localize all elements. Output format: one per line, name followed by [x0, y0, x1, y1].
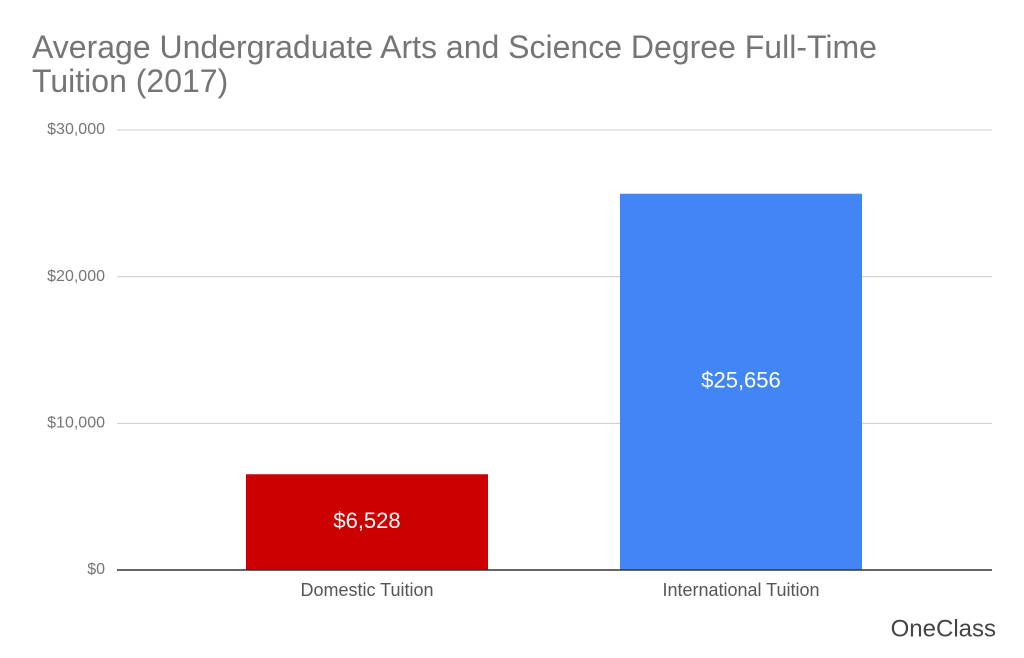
bar: [620, 193, 862, 570]
y-tick-label: $0: [87, 561, 105, 578]
y-tick-label: $30,000: [47, 121, 105, 138]
x-tick-label: International Tuition: [662, 580, 819, 600]
value-label: $6,528: [333, 508, 400, 533]
x-tick-label: Domestic Tuition: [300, 580, 433, 600]
y-tick-label: $20,000: [47, 268, 105, 285]
watermark: OneClass: [891, 615, 996, 642]
y-tick-label: $10,000: [47, 415, 105, 432]
bar: [246, 474, 488, 570]
chart-title: Average Undergraduate Arts and Science D…: [32, 29, 877, 99]
value-label: $25,656: [701, 368, 781, 393]
